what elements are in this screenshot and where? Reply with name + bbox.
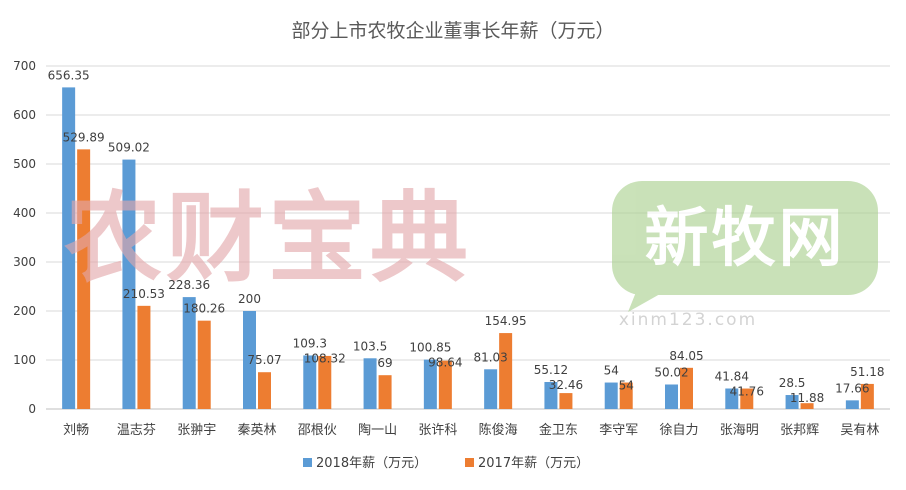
data-label-2017: 84.05 <box>669 349 703 363</box>
bar-2018 <box>665 384 678 409</box>
bar-2017 <box>438 360 452 409</box>
y-tick-label: 200 <box>13 304 36 318</box>
legend-label-2018: 2018年薪（万元） <box>316 456 427 471</box>
x-category-label: 秦英林 <box>237 423 276 438</box>
data-label-2018: 17.66 <box>835 381 869 395</box>
x-category-label: 张许科 <box>418 423 457 438</box>
x-axis-categories: 刘畅 温志芬 张翀宇 秦英林 邵根伙 陶一山 张许科 陈俊海 金卫东 李守军 徐自力 张海明 张邦辉 吴有… <box>63 422 879 438</box>
x-category-label: 张邦辉 <box>780 423 819 438</box>
bar-2018 <box>484 369 498 409</box>
bar-2017 <box>860 383 874 409</box>
data-label-2017: 54 <box>619 379 634 393</box>
bar-2018 <box>845 400 859 409</box>
watermark-left-logo: 农财宝典 <box>64 182 472 296</box>
data-label-2018: 103.5 <box>353 339 387 353</box>
data-label-2017: 41.76 <box>730 384 764 398</box>
x-category-label: 温志芬 <box>117 423 156 438</box>
bar-2017 <box>77 149 91 410</box>
bar-2017 <box>680 367 693 409</box>
y-tick-label: 700 <box>13 59 36 73</box>
y-tick-label: 300 <box>13 255 36 269</box>
watermark-right-logo: 新牧网 xinm123.com <box>612 181 878 330</box>
bar-2018 <box>725 388 739 409</box>
watermark-left-text: 农财宝典 <box>64 182 472 296</box>
data-label-2018: 228.36 <box>168 278 210 292</box>
bar-2018 <box>604 382 618 409</box>
data-label-2018: 28.5 <box>779 376 806 390</box>
data-label-2017: 210.53 <box>123 287 165 301</box>
data-label-2018: 200 <box>238 292 261 306</box>
y-tick-label: 600 <box>13 108 36 122</box>
data-label-2017: 98.64 <box>428 356 462 370</box>
y-tick-label: 400 <box>13 206 36 220</box>
bar-2017 <box>258 372 271 409</box>
bar-2017 <box>559 393 573 409</box>
legend-label-2017: 2017年薪（万元） <box>478 456 589 471</box>
data-label-2018: 509.02 <box>108 141 150 155</box>
data-label-2017: 69 <box>377 356 392 370</box>
bar-2018 <box>785 395 799 409</box>
legend-swatch-2017 <box>465 458 474 467</box>
watermark-right-text: 新牧网 <box>645 202 846 276</box>
watermarks: 农财宝典 新牧网 xinm123.com <box>64 181 878 330</box>
data-label-2017: 154.95 <box>485 314 527 328</box>
x-category-label: 金卫东 <box>539 422 578 438</box>
bar-2018 <box>423 359 437 409</box>
data-label-2017: 180.26 <box>183 302 225 316</box>
data-label-2018: 109.3 <box>293 336 327 350</box>
x-category-label: 吴有林 <box>840 423 879 438</box>
x-category-label: 陈俊海 <box>479 422 518 438</box>
data-label-2017: 51.18 <box>850 365 884 379</box>
data-label-2018: 50.02 <box>654 365 688 379</box>
bar-2017 <box>197 320 211 409</box>
data-label-2017: 529.89 <box>63 130 105 144</box>
chart-title: 部分上市农牧企业董事长年薪（万元） <box>291 20 614 42</box>
bar-2017 <box>499 333 513 409</box>
x-category-label: 徐自力 <box>659 423 698 438</box>
y-tick-label: 100 <box>13 353 36 367</box>
data-label-2018: 41.84 <box>715 369 749 383</box>
y-tick-label: 0 <box>28 402 36 416</box>
bar-2017 <box>800 403 814 409</box>
data-label-2018: 100.85 <box>409 341 451 355</box>
bars <box>62 87 874 410</box>
x-category-label: 张海明 <box>720 423 759 438</box>
data-label-2017: 75.07 <box>247 353 281 367</box>
x-category-label: 陶一山 <box>358 422 397 438</box>
bar-2017 <box>619 382 633 409</box>
data-label-2017: 11.88 <box>790 391 824 405</box>
data-label-2018: 54 <box>604 364 619 378</box>
bar-2018 <box>62 87 76 410</box>
legend-swatch-2018 <box>303 458 312 467</box>
data-label-2018: 81.03 <box>473 350 507 364</box>
x-category-label: 邵根伙 <box>298 423 337 438</box>
bar-2017 <box>137 305 151 409</box>
data-label-2017: 108.32 <box>304 351 346 365</box>
data-label-2018: 55.12 <box>534 363 568 377</box>
y-tick-label: 500 <box>13 157 36 171</box>
bar-2017 <box>318 355 332 409</box>
data-label-2017: 32.46 <box>549 378 583 392</box>
bar-2018 <box>182 297 196 409</box>
data-label-2018: 656.35 <box>48 68 90 82</box>
bar-2018 <box>303 355 317 409</box>
x-category-label: 张翀宇 <box>177 423 216 438</box>
bar-2018 <box>243 311 256 409</box>
bar-2017 <box>378 375 392 409</box>
x-category-label: 刘畅 <box>63 423 89 438</box>
bar-2018 <box>122 159 136 409</box>
watermark-right-badge <box>612 181 878 295</box>
legend: 2018年薪（万元） 2017年薪（万元） <box>303 456 589 471</box>
bar-2017 <box>740 388 754 409</box>
bar-2018 <box>363 358 377 409</box>
x-category-label: 李守军 <box>599 423 638 438</box>
watermark-right-badge-tail <box>628 292 660 312</box>
y-axis-ticks: 0 100 200 300 400 500 600 700 <box>13 59 36 416</box>
watermark-url: xinm123.com <box>619 310 757 330</box>
bar-2018 <box>544 381 558 409</box>
